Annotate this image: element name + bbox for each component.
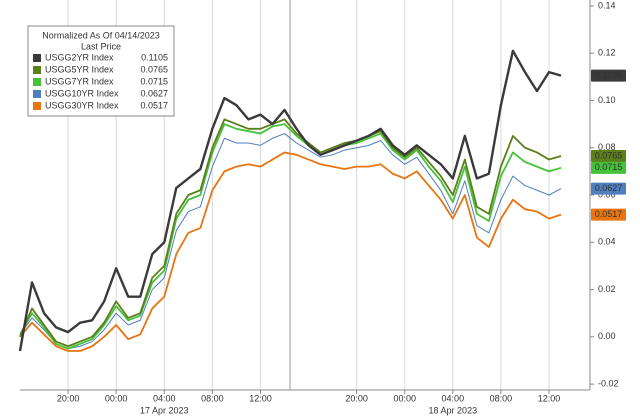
legend-value: 0.0517 [140, 100, 168, 110]
x-tick-label: 00:00 [393, 393, 416, 403]
x-tick-label: 08:00 [490, 393, 513, 403]
x-tick-label: 20:00 [57, 393, 80, 403]
y-tick-label: -0.02 [598, 378, 619, 388]
legend-label: USGG5YR Index [45, 64, 114, 74]
date-label: 17 Apr 2023 [140, 405, 189, 415]
x-tick-label: 00:00 [105, 393, 128, 403]
value-tag [591, 150, 626, 162]
y-tick-label: 0.02 [598, 284, 616, 294]
value-tag [591, 182, 626, 195]
series-line [19, 118, 562, 348]
value-tag-label: 0.0715 [595, 162, 623, 172]
series-line [19, 133, 562, 350]
series-layer [18, 49, 562, 352]
legend-swatch [33, 102, 41, 110]
legend-swatch [33, 90, 41, 98]
y-tick-label: 0.00 [598, 331, 616, 341]
y-tick-label: 0.08 [598, 142, 616, 152]
legend-value: 0.0765 [140, 64, 168, 74]
x-tick-label: 20:00 [345, 393, 368, 403]
legend-label: USGG30YR Index [45, 100, 119, 110]
legend-swatch [33, 54, 41, 62]
x-tick-label: 12:00 [249, 393, 272, 403]
value-tag-label: 0.1105 [595, 70, 622, 80]
x-tick-label: 08:00 [201, 393, 224, 403]
legend: Normalized As Of 04/14/2023 Last Price U… [27, 25, 175, 117]
legend-swatch [33, 78, 41, 86]
legend-label: USGG7YR Index [45, 76, 114, 86]
date-label: 18 Apr 2023 [429, 405, 478, 415]
y-tick-label: 0.12 [598, 48, 616, 58]
legend-box [27, 25, 175, 117]
legend-label: USGG10YR Index [45, 88, 119, 98]
legend-subtitle: Last Price [81, 41, 121, 51]
legend-value: 0.0715 [140, 76, 168, 86]
value-tag [591, 161, 626, 174]
x-tick-label: 12:00 [538, 393, 561, 403]
series-line [19, 123, 562, 350]
x-tick-label: 04:00 [153, 393, 176, 403]
series-line [18, 49, 562, 352]
y-tick-label: 0.10 [598, 95, 616, 105]
value-tag-label: 0.0517 [595, 209, 623, 219]
y-tick-label: 0.04 [598, 237, 616, 247]
x-tick-label: 04:00 [442, 393, 465, 403]
value-tag [591, 208, 626, 221]
legend-value: 0.0627 [140, 88, 168, 98]
series-line [19, 151, 562, 352]
y-tick-label: 0.14 [598, 0, 616, 10]
legend-title: Normalized As Of 04/14/2023 [42, 30, 160, 40]
legend-value: 0.1105 [141, 52, 168, 62]
legend-label: USGG2YR Index [45, 52, 114, 62]
value-tag [591, 69, 626, 82]
value-tag-label: 0.0765 [595, 150, 623, 160]
legend-swatch [33, 66, 41, 74]
value-tag-label: 0.0627 [595, 183, 623, 193]
tag-layer: 0.1105 0.0765 0.0715 0.0627 0.0517 [591, 69, 626, 221]
